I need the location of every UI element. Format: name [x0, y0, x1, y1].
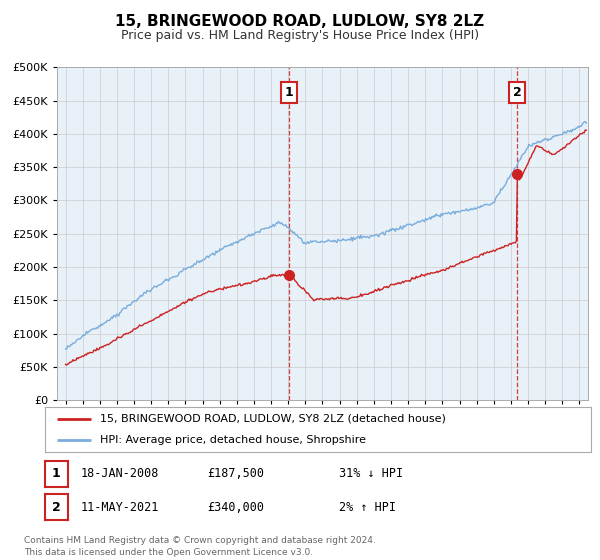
Text: 2: 2: [513, 86, 521, 99]
Text: 2: 2: [52, 501, 61, 514]
Text: HPI: Average price, detached house, Shropshire: HPI: Average price, detached house, Shro…: [100, 435, 365, 445]
Text: 1: 1: [52, 467, 61, 480]
Text: 2% ↑ HPI: 2% ↑ HPI: [339, 501, 396, 514]
Text: 15, BRINGEWOOD ROAD, LUDLOW, SY8 2LZ: 15, BRINGEWOOD ROAD, LUDLOW, SY8 2LZ: [115, 14, 485, 29]
Text: 18-JAN-2008: 18-JAN-2008: [81, 467, 160, 480]
Text: 15, BRINGEWOOD ROAD, LUDLOW, SY8 2LZ (detached house): 15, BRINGEWOOD ROAD, LUDLOW, SY8 2LZ (de…: [100, 414, 445, 424]
Text: £187,500: £187,500: [207, 467, 264, 480]
Text: 11-MAY-2021: 11-MAY-2021: [81, 501, 160, 514]
Text: Price paid vs. HM Land Registry's House Price Index (HPI): Price paid vs. HM Land Registry's House …: [121, 29, 479, 42]
Text: £340,000: £340,000: [207, 501, 264, 514]
Text: 1: 1: [285, 86, 293, 99]
Text: 31% ↓ HPI: 31% ↓ HPI: [339, 467, 403, 480]
Text: Contains HM Land Registry data © Crown copyright and database right 2024.
This d: Contains HM Land Registry data © Crown c…: [24, 536, 376, 557]
